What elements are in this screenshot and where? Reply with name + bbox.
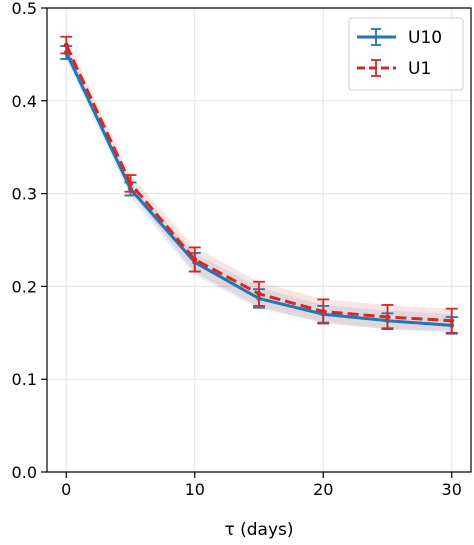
legend-box xyxy=(348,17,464,91)
legend-label: U10 xyxy=(408,28,442,48)
data-point xyxy=(384,314,390,320)
legend: U10 U1 xyxy=(348,17,464,91)
x-tick-label: 0 xyxy=(61,480,71,499)
x-axis-label: τ (days) xyxy=(224,520,293,540)
x-tick-label: 20 xyxy=(313,480,333,499)
axis-ticks: 0 10 20 30 0.0 0.1 0.2 0.3 0.4 0.5 xyxy=(12,0,462,499)
y-tick-label: 0.2 xyxy=(12,277,37,296)
series-lines xyxy=(60,35,458,335)
data-point xyxy=(256,291,262,297)
data-point xyxy=(128,180,134,186)
y-tick-label: 0.1 xyxy=(12,370,37,389)
data-point xyxy=(449,318,455,324)
y-tick-label: 0.3 xyxy=(12,185,37,204)
legend-label: U1 xyxy=(408,59,431,79)
y-tick-label: 0.0 xyxy=(12,463,37,482)
x-tick-label: 30 xyxy=(442,480,462,499)
data-point xyxy=(192,256,198,262)
x-tick-label: 10 xyxy=(185,480,205,499)
data-point xyxy=(63,42,69,48)
plot-frame xyxy=(46,7,472,473)
data-point xyxy=(320,308,326,314)
y-tick-label: 0.5 xyxy=(12,0,37,18)
y-tick-label: 0.4 xyxy=(12,92,37,111)
